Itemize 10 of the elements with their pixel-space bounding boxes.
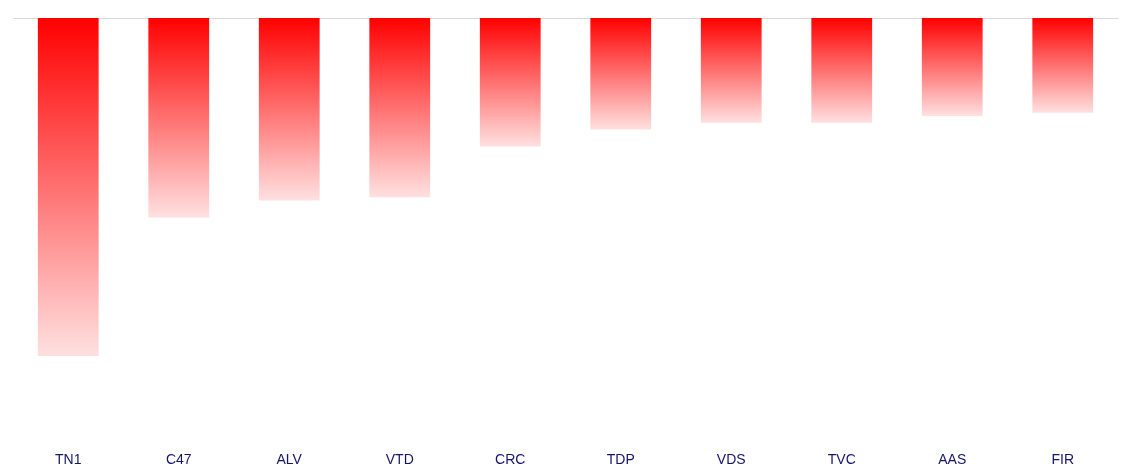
x-tick-label: TVC (827, 450, 856, 467)
x-tick-label: FIR (1051, 450, 1075, 467)
x-tick-label: TN1 (55, 450, 82, 467)
x-tick-label: VTD (385, 450, 414, 467)
x-tick-label: CRC (495, 450, 526, 467)
x-tick-label: VDS (716, 450, 746, 467)
x-tick-label: AAS (938, 450, 967, 467)
x-tick-label: C47 (165, 450, 192, 467)
x-tick-label: TDP (606, 450, 635, 467)
x-tick-label: ALV (276, 450, 303, 467)
